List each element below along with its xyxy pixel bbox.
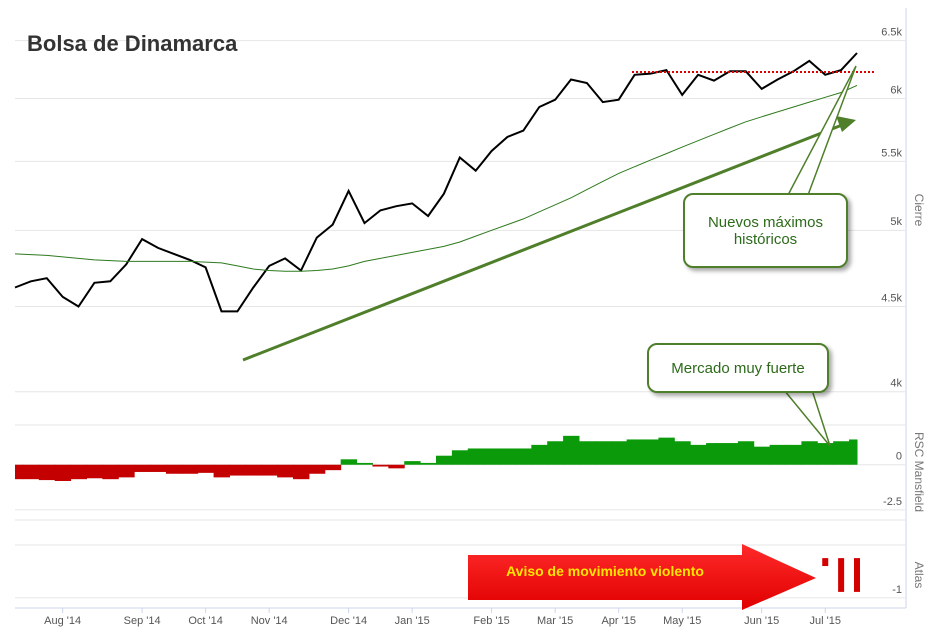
y-tick-label: 4k: [890, 378, 902, 390]
area-column: [531, 444, 548, 465]
y-axis-title: RSC Mansfield: [912, 432, 926, 512]
area-column: [70, 464, 87, 480]
area-column: [372, 464, 389, 467]
area-column: [674, 441, 691, 465]
trend-arrow: [242, 123, 843, 362]
area-column: [467, 448, 485, 465]
callout-tail: [782, 389, 831, 447]
y-tick-label: 5.5k: [881, 147, 902, 159]
area-column: [833, 441, 850, 465]
area-column: [515, 448, 532, 465]
y-tick-label: 6k: [890, 84, 902, 96]
y-tick-label: 0: [896, 451, 902, 463]
area-column: [54, 464, 72, 481]
area-column: [849, 439, 858, 465]
area-column: [404, 461, 421, 465]
area-column: [420, 462, 437, 465]
chart-title: Bolsa de Dinamarca: [27, 31, 238, 56]
x-tick-label: Jul '15: [809, 615, 840, 627]
area-column: [340, 459, 358, 465]
area-column: [245, 464, 262, 476]
area-column: [293, 464, 310, 480]
y-tick-label: 6.5k: [881, 27, 902, 39]
x-tick-label: Mar '15: [537, 615, 573, 627]
y-tick-label: 4.5k: [881, 292, 902, 304]
area-column: [150, 464, 167, 472]
line-series: [14, 84, 858, 272]
x-tick-label: Apr '15: [601, 615, 636, 627]
area-column: [213, 464, 230, 478]
area-column: [261, 464, 278, 476]
area-column: [22, 464, 40, 480]
x-tick-label: Jan '15: [395, 615, 430, 627]
area-column: [483, 448, 501, 465]
area-column: [356, 462, 373, 465]
y-tick-label: 5k: [890, 216, 902, 228]
area-column: [642, 439, 659, 465]
area-column: [277, 464, 294, 478]
warning-text: Aviso de movimiento violento: [506, 563, 704, 579]
area-column: [817, 443, 834, 465]
area-column: [563, 435, 580, 465]
bar: [838, 558, 845, 592]
callout-tail: [786, 65, 857, 196]
x-tick-label: Sep '14: [124, 615, 161, 627]
area-column: [737, 441, 755, 465]
area-column: [594, 441, 612, 465]
area-column: [197, 464, 215, 473]
x-tick-label: May '15: [663, 615, 701, 627]
x-tick-label: Feb '15: [473, 615, 509, 627]
area-column: [324, 464, 342, 471]
warning-arrow: [468, 544, 816, 610]
x-tick-label: Nov '14: [251, 615, 288, 627]
area-column: [165, 464, 183, 474]
area-column: [753, 446, 771, 465]
area-column: [134, 464, 151, 472]
trend-arrow-head: [836, 116, 856, 132]
area-column: [15, 464, 24, 480]
area-column: [451, 450, 469, 465]
line-series: [14, 52, 858, 313]
x-tick-label: Oct '14: [188, 615, 223, 627]
y-tick-label: -1: [892, 584, 902, 596]
y-axis-title: Cierre: [912, 194, 926, 227]
area-column: [388, 464, 405, 469]
x-tick-label: Dec '14: [330, 615, 367, 627]
area-column: [578, 441, 596, 465]
x-tick-label: Aug '14: [44, 615, 81, 627]
area-column: [86, 464, 103, 479]
area-column: [801, 441, 818, 465]
area-column: [499, 448, 516, 465]
area-column: [690, 444, 707, 465]
area-column: [706, 443, 723, 465]
area-column: [721, 443, 739, 465]
x-tick-label: Jun '15: [744, 615, 779, 627]
area-column: [38, 464, 56, 481]
area-column: [610, 441, 628, 465]
area-column: [181, 464, 199, 474]
callout: Nuevos máximos históricos: [683, 193, 848, 268]
area-column: [118, 464, 135, 478]
bar: [854, 558, 860, 592]
bar: [822, 558, 829, 567]
callout: Mercado muy fuerte: [647, 343, 829, 393]
y-tick-label: -2.5: [883, 496, 902, 508]
area-column: [229, 464, 246, 476]
area-column: [308, 464, 326, 474]
area-column: [769, 444, 787, 465]
y-axis-title: Atlas: [912, 562, 926, 589]
area-column: [102, 464, 119, 480]
area-column: [785, 444, 802, 465]
area-column: [626, 439, 644, 465]
area-column: [436, 455, 453, 465]
area-column: [547, 441, 564, 465]
area-column: [658, 437, 675, 465]
